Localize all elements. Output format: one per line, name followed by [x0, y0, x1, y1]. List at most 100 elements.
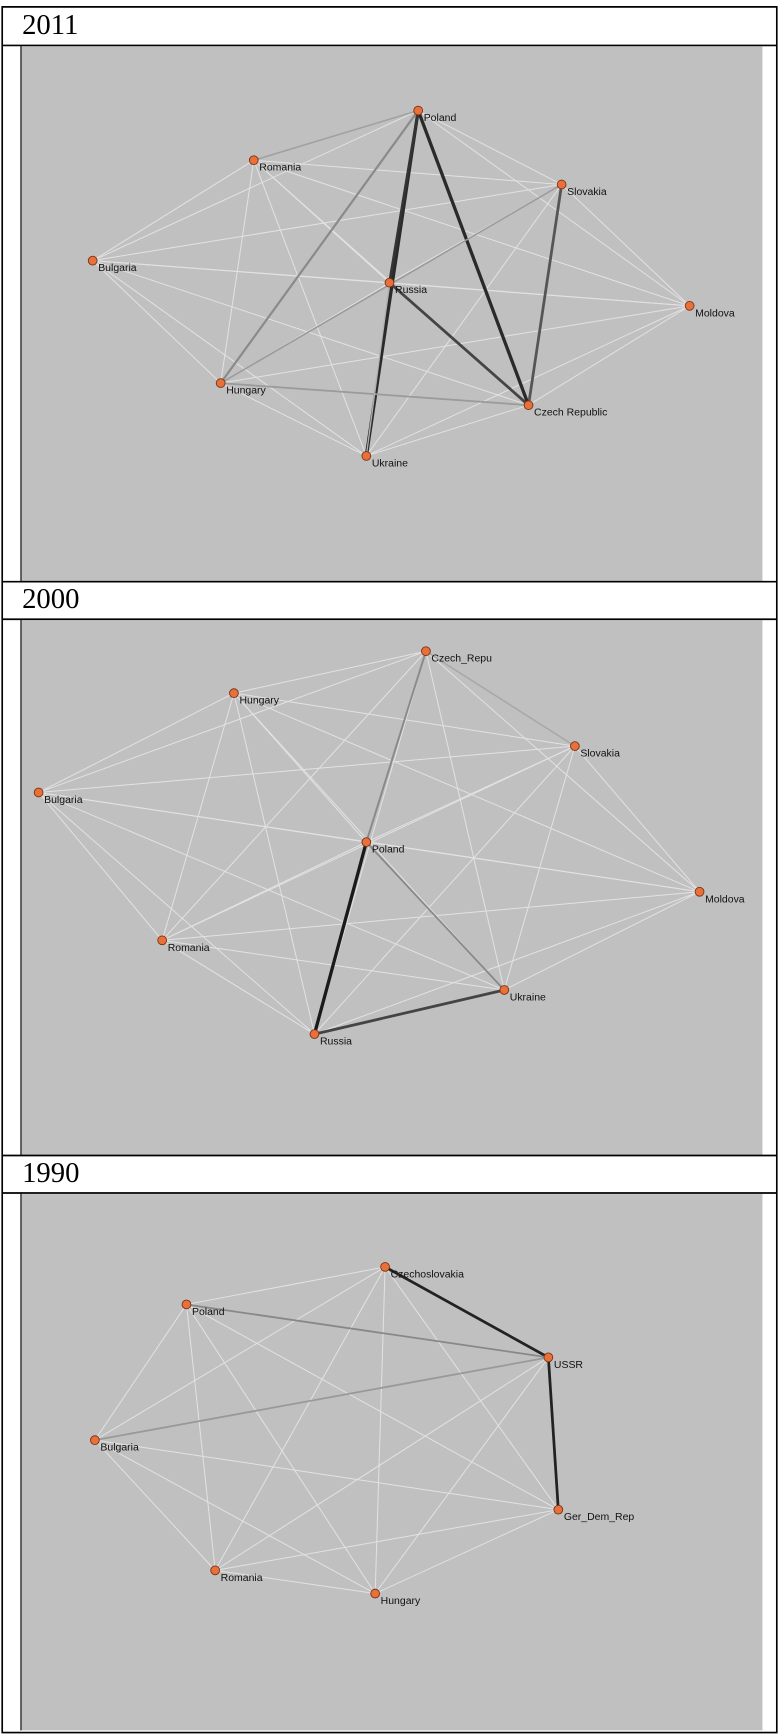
node [248, 155, 259, 166]
edge-weak [425, 650, 700, 893]
node-label: Russia [395, 285, 427, 296]
edge-strong [253, 109, 419, 161]
edge-weak [504, 891, 700, 991]
edge-strong [388, 281, 530, 407]
node-label: Ukraine [372, 458, 408, 469]
edge-weak [215, 1569, 376, 1595]
edge-weak [314, 745, 576, 1035]
edge-strong [219, 109, 420, 384]
edge-strong [388, 110, 420, 283]
node [556, 179, 567, 190]
node [87, 255, 98, 266]
graph-area [20, 1194, 763, 1731]
edge-strong [527, 184, 563, 406]
edge-weak [186, 1304, 376, 1594]
edge-weak [185, 1304, 216, 1571]
node [421, 646, 431, 657]
edge-weak [374, 1509, 559, 1594]
edge-weak [38, 792, 315, 1035]
edge-strong [312, 841, 368, 1035]
panel-year: 1990 [22, 1157, 79, 1189]
edge-weak [186, 1266, 386, 1305]
edge-weak [253, 159, 690, 307]
node [181, 1299, 192, 1310]
node-label: Hungary [226, 386, 266, 397]
edge-weak [186, 1304, 559, 1511]
edge-weak [220, 305, 690, 384]
node [413, 105, 424, 116]
node [570, 741, 580, 751]
node-label: USSR [554, 1360, 584, 1371]
edge-weak [374, 1266, 386, 1594]
edge-weak [233, 650, 427, 694]
edge-weak [561, 184, 690, 307]
edge-weak [38, 650, 427, 793]
edge-weak [365, 184, 563, 457]
node [309, 1029, 320, 1039]
node-label: Slovakia [567, 187, 607, 198]
node [380, 1262, 390, 1272]
edge-strong [365, 841, 505, 991]
edge-strong [547, 1357, 560, 1510]
node-label: Moldova [695, 308, 735, 319]
node [215, 378, 226, 388]
edge-weak [92, 184, 562, 262]
edge-weak [233, 693, 315, 1035]
node-label: Czechoslovakia [391, 1269, 464, 1280]
node [210, 1565, 221, 1576]
edge-weak [374, 1357, 549, 1594]
edge-weak [94, 1304, 187, 1441]
node-label: Bulgaria [44, 795, 83, 806]
edge-weak [214, 1266, 386, 1571]
node-label: Romania [168, 943, 210, 954]
node [553, 1504, 564, 1515]
node-label: Russia [320, 1037, 352, 1048]
graph-area [20, 46, 763, 582]
edge-weak [366, 305, 690, 457]
node-label: Poland [372, 845, 405, 856]
graph-area [20, 620, 763, 1156]
edge-weak [425, 651, 505, 991]
node [694, 886, 705, 897]
edge-weak [417, 110, 690, 307]
edge-weak [161, 650, 427, 941]
node-label: Romania [259, 163, 301, 174]
edge-weak [92, 159, 255, 262]
edge-weak [233, 692, 700, 893]
edge-weak [38, 792, 505, 991]
edge-weak [417, 110, 562, 185]
node [33, 787, 44, 798]
edge-weak [574, 745, 700, 893]
edge-weak [314, 891, 700, 1035]
edge-weak [38, 792, 163, 941]
node [361, 837, 372, 847]
node-label: Moldova [705, 894, 745, 905]
edge-weak [220, 382, 367, 457]
node-label: Hungary [381, 1596, 421, 1607]
node-label: Bulgaria [98, 263, 137, 274]
edge-strong [186, 1303, 549, 1359]
edge-strong [365, 282, 391, 457]
edge-weak [162, 891, 700, 941]
edge-weak [92, 260, 367, 457]
edge-strong [314, 988, 505, 1036]
node-label: Hungary [239, 696, 279, 707]
node [157, 935, 168, 946]
edge-weak [94, 1439, 559, 1511]
node-label: Ukraine [510, 992, 546, 1003]
node-label: Poland [192, 1307, 225, 1318]
node-label: Czech_Repu [431, 654, 492, 665]
node-label: Bulgaria [100, 1443, 139, 1454]
edge-weak [366, 841, 700, 893]
edge-weak [253, 160, 367, 457]
node [370, 1588, 381, 1599]
node [361, 451, 372, 461]
edge-strong [94, 1356, 549, 1442]
edge-weak [389, 282, 690, 307]
node [229, 688, 239, 699]
edge-weak [92, 260, 222, 384]
edge-weak [94, 1439, 216, 1571]
node [684, 301, 695, 311]
edge-weak [38, 692, 235, 793]
